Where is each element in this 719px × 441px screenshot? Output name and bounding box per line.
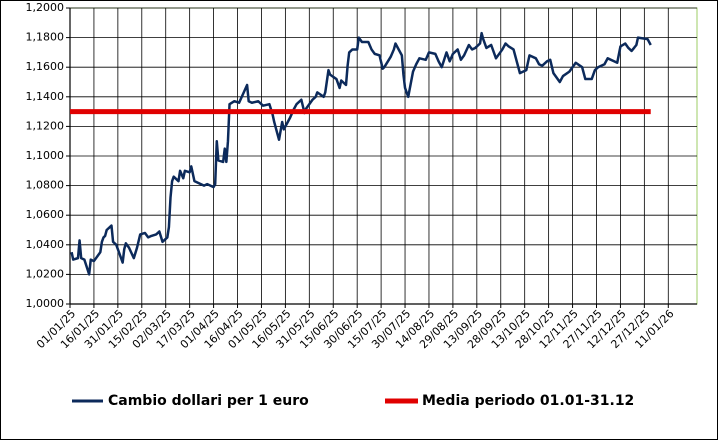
y-tick-label: 1,0000 (26, 297, 65, 310)
y-tick-label: 1,1400 (26, 90, 65, 103)
y-tick-label: 1,0200 (26, 267, 65, 280)
y-tick-label: 1,1200 (26, 119, 65, 132)
legend-label: Cambio dollari per 1 euro (108, 393, 309, 409)
y-tick-label: 1,1800 (26, 31, 65, 44)
legend-label: Media periodo 01.01-31.12 (422, 393, 634, 409)
y-tick-label: 1,0600 (26, 208, 65, 221)
data-line (70, 31, 652, 276)
y-tick-label: 1,2000 (26, 1, 65, 14)
y-tick-label: 1,0400 (26, 238, 65, 251)
y-tick-label: 1,0800 (26, 179, 65, 192)
y-tick-label: 1,1600 (26, 60, 65, 73)
y-tick-label: 1,1000 (26, 149, 65, 162)
